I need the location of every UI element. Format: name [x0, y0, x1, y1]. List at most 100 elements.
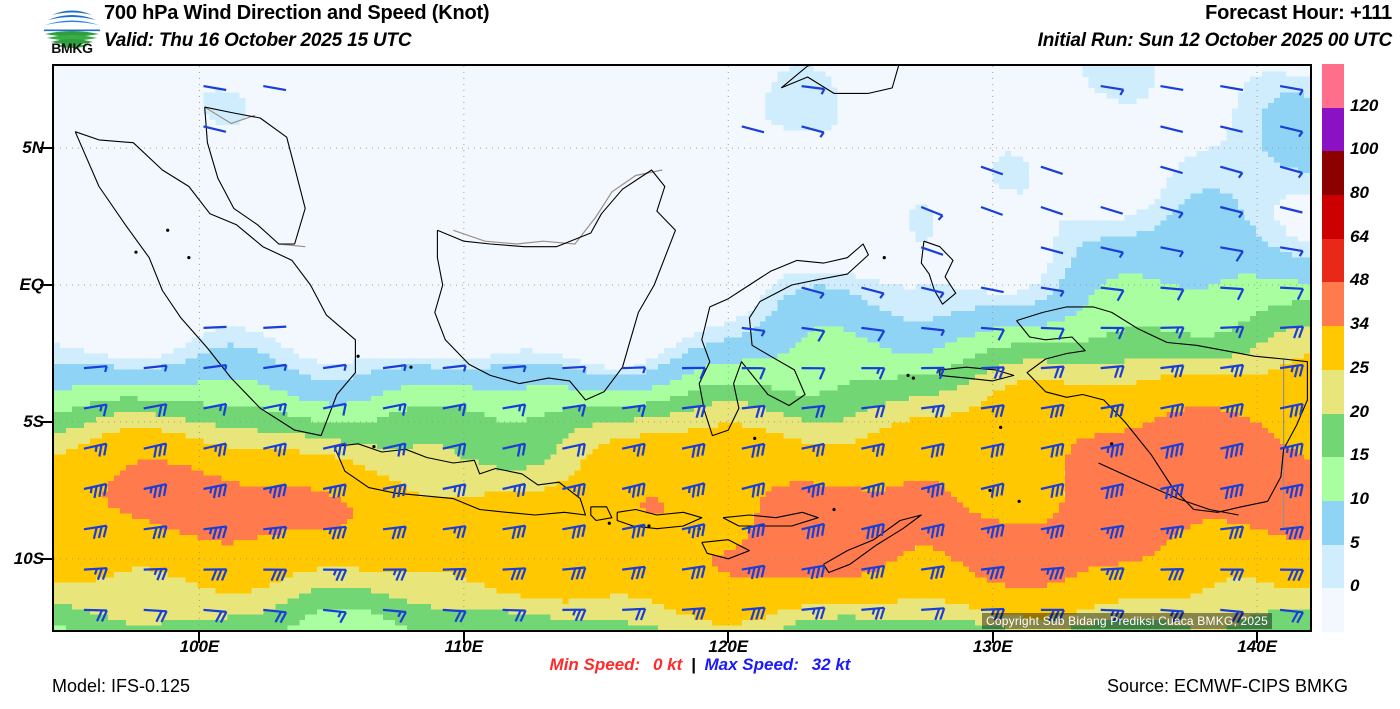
wind-barb	[920, 205, 944, 221]
wind-barb	[801, 404, 826, 419]
wind-barb	[980, 205, 1003, 216]
wind-barb	[980, 366, 1006, 379]
wind-barb	[681, 607, 706, 621]
wind-barb	[1100, 483, 1125, 500]
wind-barb	[442, 567, 467, 581]
lon-tick-mark	[1256, 632, 1259, 643]
wind-barb	[442, 525, 467, 539]
wind-barb	[502, 365, 527, 373]
wind-barb	[203, 364, 228, 372]
wind-barb	[741, 482, 766, 498]
wind-barb	[1100, 326, 1125, 340]
valid-time-label: Valid: Thu 16 October 2025 15 UTC	[104, 30, 412, 51]
wind-barb	[1160, 525, 1185, 540]
weather-map[interactable]: Copyright Sub Bidang Prediksi Cuaca BMKG…	[52, 64, 1312, 632]
wind-barb	[203, 442, 227, 457]
wind-barb	[442, 442, 467, 457]
wind-barb	[502, 482, 527, 497]
wind-barb	[1040, 442, 1065, 458]
min-speed-label: Min Speed:	[549, 655, 641, 674]
wind-barb	[382, 402, 407, 416]
wind-barb	[143, 608, 168, 623]
wind-barb	[562, 482, 586, 497]
wind-barb	[203, 483, 228, 499]
wind-barb	[980, 404, 1005, 418]
wind-barb	[921, 607, 946, 621]
wind-barb	[741, 442, 766, 458]
wind-barb	[143, 442, 168, 458]
colorbar-band	[1322, 544, 1344, 589]
wind-barb	[1279, 483, 1304, 499]
wind-barb	[382, 483, 407, 499]
colorbar-tick-label: 10	[1350, 488, 1369, 508]
wind-barb	[1220, 402, 1244, 418]
lon-tick-mark	[462, 632, 465, 643]
wind-barb	[1100, 608, 1125, 623]
wind-barb	[1279, 125, 1304, 138]
wind-barb	[83, 567, 108, 581]
wind-barb	[1100, 442, 1125, 458]
wind-barb	[741, 606, 766, 621]
country-borders	[204, 106, 1285, 532]
wind-barb	[622, 565, 647, 580]
wind-barb	[322, 525, 348, 540]
wind-barb	[921, 366, 946, 380]
wind-barb	[562, 608, 587, 622]
colorbar-tick-label: 15	[1350, 445, 1369, 465]
page-title: 700 hPa Wind Direction and Speed (Knot)	[104, 2, 490, 24]
wind-barb	[801, 606, 826, 620]
wind-barb	[1279, 525, 1305, 540]
wind-barb	[1279, 608, 1304, 624]
wind-barb	[622, 404, 647, 418]
wind-barb	[1160, 442, 1184, 459]
wind-barb	[83, 442, 108, 457]
wind-barb	[263, 402, 287, 416]
min-max-speed-readout: Min Speed: 0 kt | Max Speed: 32 kt	[0, 655, 1400, 675]
wind-barb	[1220, 608, 1245, 624]
wind-barb	[203, 85, 227, 92]
colorbar-tick-label: 5	[1350, 532, 1360, 552]
wind-barb	[801, 367, 826, 380]
lat-tick-label: 5S	[23, 411, 44, 431]
wind-barb	[1040, 608, 1065, 622]
wind-barb	[980, 442, 1005, 458]
colorbar-band	[1322, 413, 1344, 458]
wind-barb	[921, 326, 946, 337]
lon-tick-mark	[198, 632, 201, 643]
wind-barb	[263, 483, 287, 499]
wind-barb	[1100, 403, 1125, 419]
colorbar-band	[1322, 588, 1344, 632]
wind-barb	[1280, 286, 1305, 301]
wind-barb	[203, 325, 227, 329]
speed-colorbar[interactable]	[1322, 64, 1344, 632]
wind-barb	[1279, 205, 1303, 214]
wind-barb	[83, 482, 108, 499]
wind-barb	[1220, 525, 1245, 540]
colorbar-band	[1322, 282, 1344, 327]
wind-barb	[921, 404, 946, 418]
wind-barb	[1220, 246, 1244, 262]
wind-barb	[980, 482, 1005, 498]
source-label: Source: ECMWF-CIPS BMKG	[1106, 676, 1348, 696]
wind-barb	[921, 565, 946, 580]
wind-barb	[622, 366, 647, 374]
wind-speed-shading	[54, 66, 1310, 630]
wind-barb	[1160, 246, 1184, 258]
wind-barb	[681, 523, 706, 539]
wind-barb	[1160, 568, 1185, 581]
wind-barb	[980, 165, 1004, 176]
wind-barb	[322, 442, 347, 457]
wind-barb	[1040, 246, 1064, 255]
min-speed-value: 0 kt	[652, 655, 683, 674]
wind-barb	[1040, 524, 1065, 539]
colorbar-tick-label: 25	[1350, 357, 1369, 377]
wind-barb	[1040, 165, 1064, 175]
wind-barb	[741, 564, 766, 580]
wind-barb	[1160, 326, 1185, 339]
colorbar-band	[1322, 238, 1344, 283]
minmax-separator: |	[690, 655, 696, 674]
wind-barb	[1220, 205, 1244, 219]
wind-barb	[562, 524, 587, 539]
wind-barb	[741, 522, 766, 539]
wind-barb	[622, 607, 647, 621]
